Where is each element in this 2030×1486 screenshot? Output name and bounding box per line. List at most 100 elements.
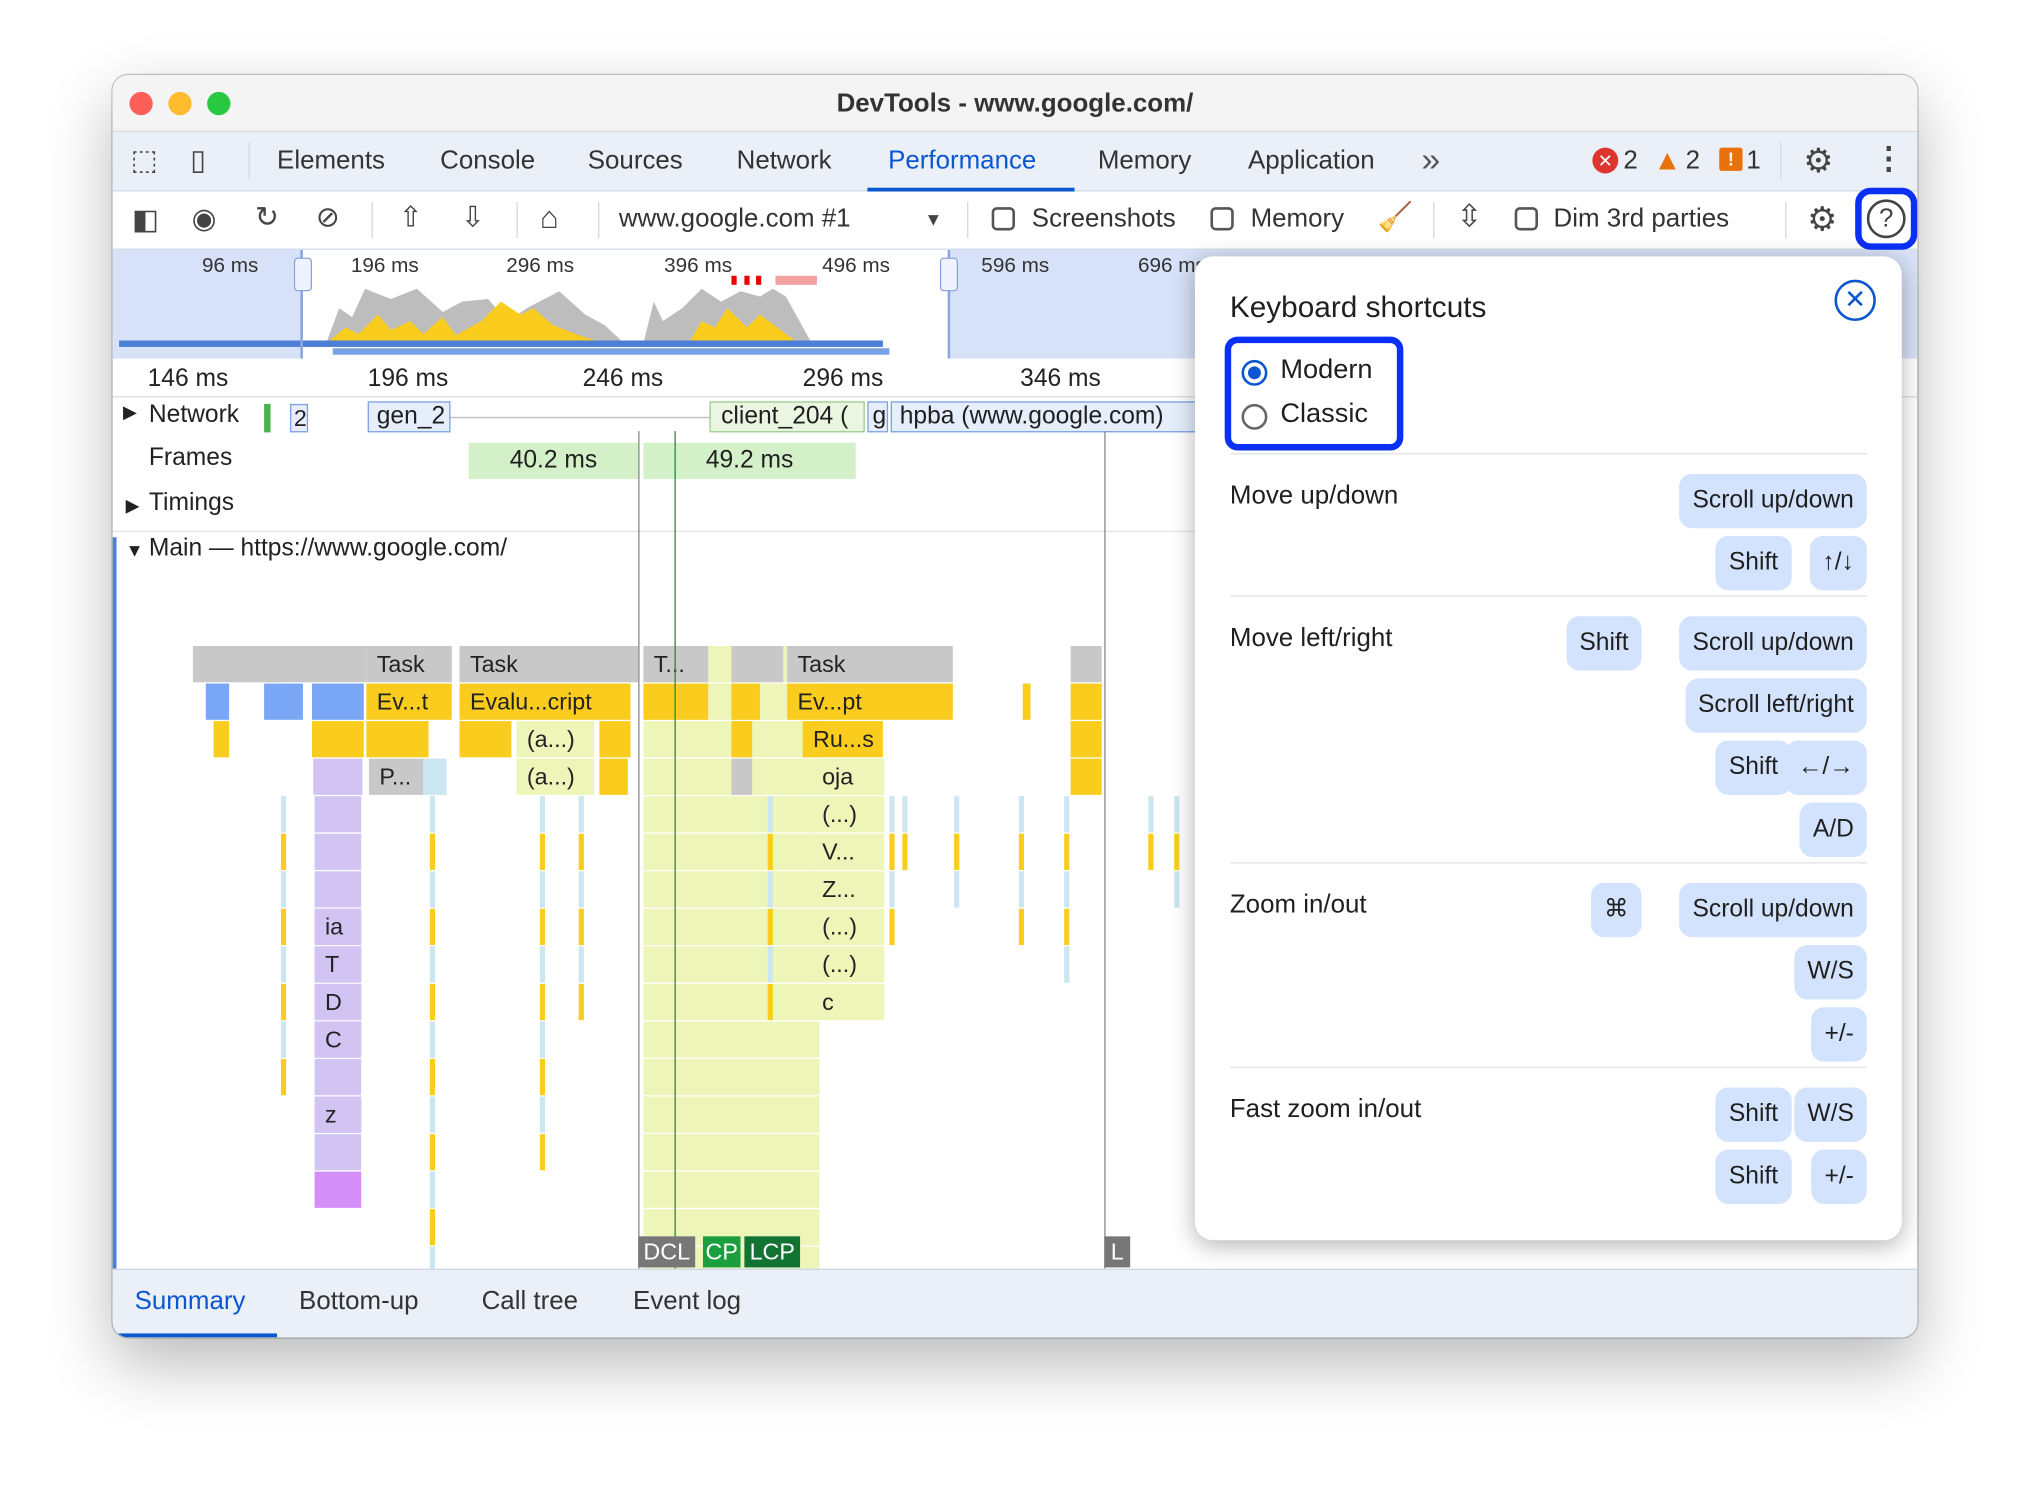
recording-select[interactable]: www.google.com #1 — [618, 204, 851, 234]
script-block[interactable]: Ev...pt — [787, 683, 953, 720]
flame-block[interactable] — [539, 946, 546, 983]
dcl-marker[interactable]: DCL — [638, 1236, 696, 1268]
flame-block[interactable] — [429, 796, 435, 833]
flame-block[interactable] — [643, 683, 820, 720]
flame-block[interactable] — [954, 871, 960, 908]
flame-block[interactable] — [280, 833, 287, 870]
error-icon[interactable]: ✕ — [1592, 147, 1619, 174]
tab-bottom-up[interactable]: Bottom-up — [299, 1286, 419, 1316]
flame-block[interactable] — [767, 871, 773, 908]
flame-block[interactable] — [539, 1134, 546, 1171]
flame-block[interactable] — [314, 796, 362, 833]
record-icon[interactable]: ◉ — [191, 201, 217, 235]
function-block[interactable]: c — [811, 983, 885, 1021]
tab-sources[interactable]: Sources — [587, 146, 683, 175]
flame-block[interactable] — [539, 871, 546, 908]
flame-block[interactable] — [643, 908, 820, 946]
flame-block[interactable] — [314, 908, 362, 946]
flame-block[interactable] — [643, 946, 820, 983]
flame-block[interactable] — [1018, 908, 1025, 946]
flame-block[interactable] — [889, 833, 895, 870]
flame-block[interactable] — [280, 796, 287, 833]
flame-block[interactable] — [643, 1134, 820, 1171]
flame-block[interactable] — [643, 983, 820, 1021]
dim-3rd-parties-checkbox[interactable] — [1514, 207, 1538, 231]
flame-block[interactable] — [539, 1058, 546, 1096]
flame-block[interactable] — [767, 833, 773, 870]
flame-block[interactable] — [260, 646, 312, 683]
upload-icon[interactable]: ⇧ — [398, 200, 423, 234]
flame-block[interactable] — [314, 946, 362, 983]
network-request[interactable]: hpba (www.google.com) — [890, 401, 1197, 433]
network-request[interactable]: 2 — [289, 403, 309, 433]
reload-record-icon[interactable]: ↻ — [255, 200, 279, 234]
flame-block[interactable] — [429, 1096, 435, 1133]
flame-block[interactable] — [1018, 833, 1025, 870]
flame-block[interactable] — [213, 721, 230, 758]
function-block[interactable]: P... — [368, 758, 424, 795]
tab-call-tree[interactable]: Call tree — [481, 1286, 579, 1316]
function-block[interactable]: (...) — [811, 796, 885, 833]
flame-block[interactable] — [311, 721, 364, 758]
flame-block[interactable] — [314, 1058, 362, 1096]
flame-block[interactable] — [1064, 908, 1070, 946]
download-icon[interactable]: ⇩ — [460, 200, 485, 234]
task-block[interactable]: Task — [366, 646, 452, 683]
function-block[interactable]: D — [314, 983, 362, 1021]
flame-block[interactable] — [280, 1021, 287, 1058]
error-count[interactable]: 2 — [1623, 146, 1638, 175]
flame-block[interactable] — [314, 871, 362, 908]
network-request[interactable]: g — [867, 401, 889, 433]
flame-block[interactable] — [1174, 833, 1180, 870]
flame-block[interactable] — [423, 758, 447, 795]
tab-event-log[interactable]: Event log — [633, 1286, 742, 1316]
flame-block[interactable] — [731, 721, 753, 758]
function-block[interactable]: Z... — [811, 871, 885, 908]
tab-performance[interactable]: Performance — [888, 146, 1037, 175]
flame-block[interactable] — [643, 721, 820, 758]
modern-radio[interactable] — [1241, 359, 1268, 386]
flame-block[interactable] — [1148, 833, 1154, 870]
flame-block[interactable] — [1148, 796, 1154, 833]
flame-block[interactable] — [311, 683, 364, 720]
flame-block[interactable] — [643, 796, 820, 833]
issue-count[interactable]: 1 — [1746, 146, 1761, 175]
flame-block[interactable] — [643, 1096, 820, 1133]
maximize-window-button[interactable] — [207, 91, 231, 116]
flame-block[interactable] — [578, 983, 584, 1021]
flame-block[interactable] — [578, 833, 584, 870]
flame-block[interactable] — [1174, 796, 1180, 833]
flame-block[interactable] — [1174, 871, 1180, 908]
flame-block[interactable] — [429, 946, 435, 983]
main-track-label[interactable]: Main — https://www.google.com/ — [148, 534, 508, 562]
flame-block[interactable] — [599, 721, 631, 758]
flame-block[interactable] — [1070, 646, 1102, 683]
fcp-marker[interactable]: CP — [702, 1236, 741, 1268]
flame-block[interactable] — [429, 1209, 435, 1246]
classic-radio[interactable] — [1241, 403, 1268, 430]
flame-block[interactable] — [889, 908, 895, 946]
tab-summary[interactable]: Summary — [134, 1286, 246, 1316]
tab-console[interactable]: Console — [440, 146, 536, 175]
frame[interactable]: 49.2 ms — [643, 442, 856, 480]
function-block[interactable]: V... — [811, 833, 885, 870]
tab-memory[interactable]: Memory — [1097, 146, 1192, 175]
flame-block[interactable] — [429, 908, 435, 946]
flame-block[interactable] — [429, 1058, 435, 1096]
flame-block[interactable] — [954, 833, 960, 870]
flame-block[interactable] — [1022, 683, 1031, 720]
flame-block[interactable] — [459, 721, 512, 758]
flame-block[interactable] — [1018, 796, 1025, 833]
flame-block[interactable] — [1070, 758, 1102, 795]
more-tabs-button[interactable]: » — [1421, 139, 1441, 179]
collapse-track-icon[interactable]: ⇳ — [1456, 199, 1483, 235]
dropdown-arrow-icon[interactable]: ▼ — [924, 208, 943, 230]
network-request[interactable]: client_204 ( — [709, 401, 865, 433]
flame-block[interactable] — [731, 758, 753, 795]
flame-block[interactable] — [205, 683, 230, 720]
warning-count[interactable]: 2 — [1685, 146, 1700, 175]
flame-block[interactable] — [429, 1021, 435, 1058]
flame-block[interactable] — [280, 1058, 287, 1096]
flame-block[interactable] — [578, 796, 584, 833]
tab-network[interactable]: Network — [736, 146, 832, 175]
